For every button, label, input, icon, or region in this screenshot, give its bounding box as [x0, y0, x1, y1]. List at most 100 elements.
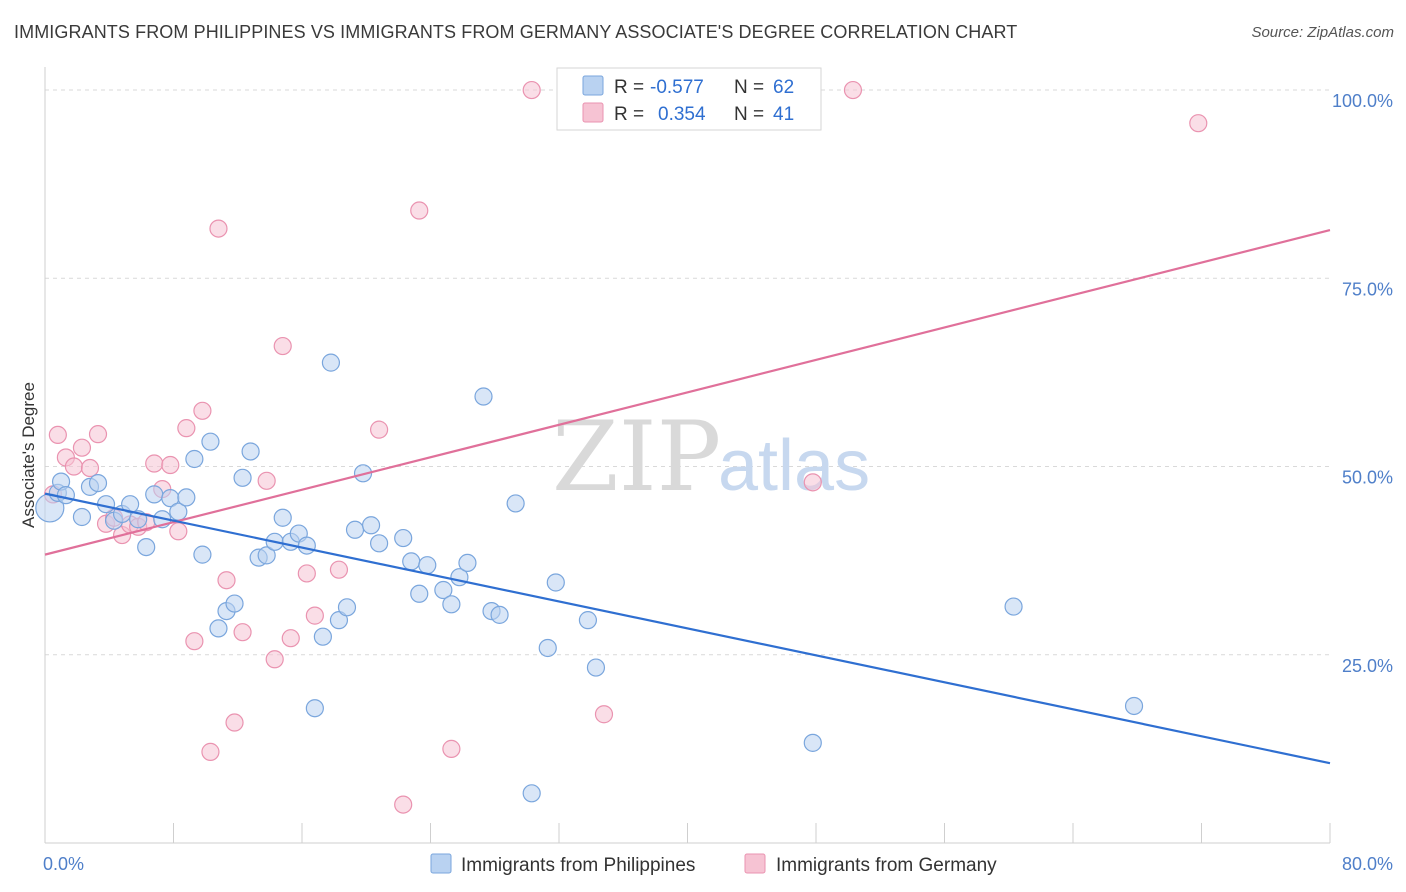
germany-trend-line — [44, 229, 1331, 556]
philippines-point — [538, 638, 557, 658]
legend-n-label-germany: N = — [734, 104, 764, 125]
philippines-point — [72, 507, 92, 527]
philippines-point — [193, 545, 212, 564]
y-tick-labels: 25.0% 50.0% 75.0% 100.0% — [1332, 91, 1393, 676]
germany-point — [1189, 114, 1208, 133]
grid-lines — [45, 89, 1330, 656]
germany-point — [201, 742, 220, 761]
y-tick-label: 100.0% — [1332, 91, 1393, 111]
philippines-point — [209, 619, 228, 638]
correlation-legend: R = -0.577 N = 62 R = 0.354 N = 41 — [556, 67, 822, 131]
philippines-point — [1124, 696, 1144, 716]
philippines-point — [177, 488, 196, 507]
germany-point — [394, 795, 413, 814]
germany-point — [233, 623, 252, 642]
philippines-point — [329, 611, 349, 630]
germany-point — [80, 458, 100, 478]
philippines-point — [546, 573, 565, 592]
germany-point — [185, 632, 204, 651]
philippines-point — [586, 658, 606, 677]
philippines-point — [1004, 597, 1023, 616]
y-axis-label: Associate's Degree — [19, 382, 38, 528]
philippines-point — [474, 387, 493, 406]
philippines-point — [370, 534, 389, 553]
philippines-point — [345, 520, 365, 539]
legend-r-value-germany: 0.354 — [658, 104, 706, 125]
legend-n-value-philippines: 62 — [773, 77, 794, 98]
philippines-point — [88, 473, 108, 493]
germany-point — [177, 419, 196, 438]
germany-point — [257, 471, 276, 490]
germany-point — [88, 425, 108, 444]
germany-point — [594, 705, 614, 724]
germany-point — [193, 401, 212, 420]
philippines-point — [321, 353, 341, 372]
germany-point — [329, 560, 349, 579]
x-tick-label: 0.0% — [43, 854, 84, 874]
legend-r-label-philippines: R = — [614, 77, 644, 98]
series-legend: Immigrants from Philippines Immigrants f… — [430, 853, 997, 876]
germany-point — [370, 420, 389, 439]
y-tick-label: 75.0% — [1342, 279, 1393, 299]
trend-lines — [44, 229, 1331, 765]
legend-swatch-germany — [582, 102, 604, 123]
germany-point — [48, 425, 67, 445]
philippines-point — [434, 580, 453, 600]
philippines-point — [442, 595, 461, 614]
legend-n-label-philippines: N = — [734, 77, 764, 98]
germany-point — [410, 201, 429, 220]
germany-point — [522, 80, 541, 100]
philippines-point — [803, 733, 822, 752]
germany-point — [305, 606, 324, 625]
germany-point — [265, 650, 284, 669]
philippines-point — [257, 546, 276, 565]
germany-point — [297, 564, 316, 583]
philippines-point — [578, 611, 598, 630]
chart-title: IMMIGRANTS FROM PHILIPPINES VS IMMIGRANT… — [14, 22, 1018, 42]
philippines-point — [297, 536, 316, 555]
germany-point — [72, 438, 92, 457]
germany-point — [225, 713, 244, 732]
bottom-legend-label-germany: Immigrants from Germany — [776, 855, 997, 876]
germany-point — [843, 80, 863, 100]
bottom-legend-swatch-germany — [744, 853, 766, 874]
philippines-point — [225, 594, 244, 613]
x-tick-labels: 0.0% 80.0% — [43, 854, 1393, 874]
philippines-point — [273, 508, 292, 527]
legend-swatch-philippines — [582, 75, 604, 96]
germany-point — [442, 739, 461, 758]
philippines-point — [394, 528, 413, 548]
germany-point — [803, 473, 822, 492]
germany-point — [169, 522, 188, 541]
philippines-point — [410, 584, 429, 603]
philippines-point — [233, 468, 252, 487]
philippines-point — [506, 494, 525, 513]
philippines-point — [185, 449, 204, 469]
philippines-trend-line — [44, 492, 1331, 765]
philippines-point — [56, 486, 75, 505]
philippines-point — [313, 627, 332, 646]
philippines-point — [490, 605, 509, 624]
germany-point — [145, 454, 164, 473]
philippines-point — [337, 598, 357, 617]
philippines-point — [241, 442, 260, 461]
germany-point — [281, 629, 300, 648]
philippines-points — [35, 353, 1144, 803]
x-tick-label: 80.0% — [1342, 854, 1393, 874]
bottom-legend-label-philippines: Immigrants from Philippines — [461, 855, 695, 876]
germany-point — [273, 336, 292, 356]
philippines-point — [418, 556, 437, 575]
philippines-point — [361, 516, 381, 535]
y-tick-label: 25.0% — [1342, 656, 1393, 676]
philippines-point — [137, 537, 156, 557]
watermark-atlas: atlas — [718, 426, 870, 506]
legend-n-value-germany: 41 — [773, 104, 794, 125]
philippines-point — [402, 552, 421, 571]
axes — [44, 67, 1331, 844]
germany-point — [217, 571, 236, 590]
germany-point — [209, 219, 228, 238]
philippines-point — [305, 699, 324, 718]
bottom-legend-swatch-philippines — [430, 853, 452, 874]
watermark: ZIP atlas — [552, 401, 870, 513]
